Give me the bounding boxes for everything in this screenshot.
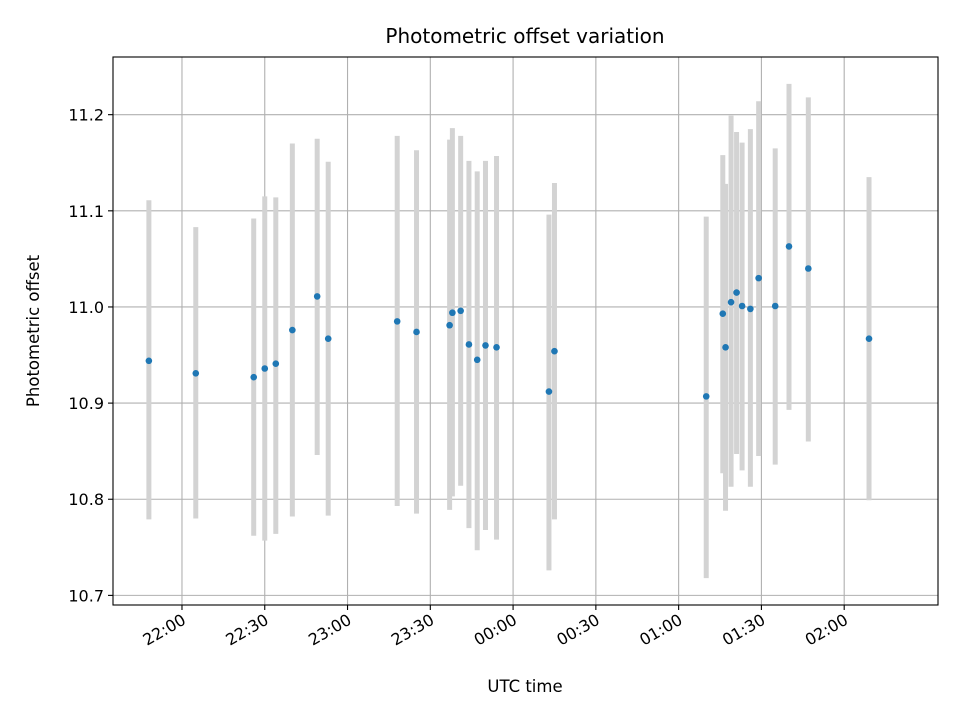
data-point [545, 388, 553, 395]
data-point [747, 305, 754, 313]
data-point [702, 393, 710, 400]
data-point [865, 335, 873, 342]
y-axis-ticks: 10.7 10.8 10.9 11.0 11.1 11.2 [68, 106, 113, 605]
data-point [272, 360, 280, 367]
data-point [393, 318, 401, 325]
data-point [413, 328, 420, 336]
data-point [457, 307, 464, 315]
data-point [805, 265, 812, 272]
data-point [493, 344, 500, 351]
x-axis-title: UTC time [487, 677, 562, 696]
data-point [727, 298, 735, 306]
data-point [738, 302, 746, 310]
data-point [465, 341, 473, 348]
data-point [785, 243, 793, 250]
data-point [482, 342, 489, 349]
data-point [733, 289, 740, 296]
data-point [145, 357, 153, 365]
data-point [473, 356, 481, 364]
data-point [551, 347, 558, 355]
y-tick-label: 11.2 [68, 106, 104, 125]
y-tick-label: 10.7 [68, 586, 104, 605]
data-point [324, 335, 332, 342]
data-point [771, 302, 779, 310]
data-point [722, 344, 729, 351]
data-point [446, 321, 453, 329]
plot-frame [112, 56, 939, 606]
y-tick-label: 11.1 [68, 202, 104, 221]
data-point [289, 326, 296, 334]
data-point [719, 310, 727, 317]
data-point [250, 373, 258, 381]
y-tick-label: 10.8 [68, 490, 104, 509]
data-point [261, 365, 269, 372]
data-point [313, 293, 321, 300]
data-point [755, 274, 762, 282]
data-point [449, 309, 456, 317]
data-point [192, 370, 200, 377]
grid-lines [113, 57, 938, 605]
y-tick-label: 10.9 [68, 394, 104, 413]
y-axis-title: Photometric offset [24, 254, 43, 407]
data-points [145, 243, 873, 400]
y-tick-label: 11.0 [68, 298, 104, 317]
chart-title: Photometric offset variation [385, 24, 664, 48]
